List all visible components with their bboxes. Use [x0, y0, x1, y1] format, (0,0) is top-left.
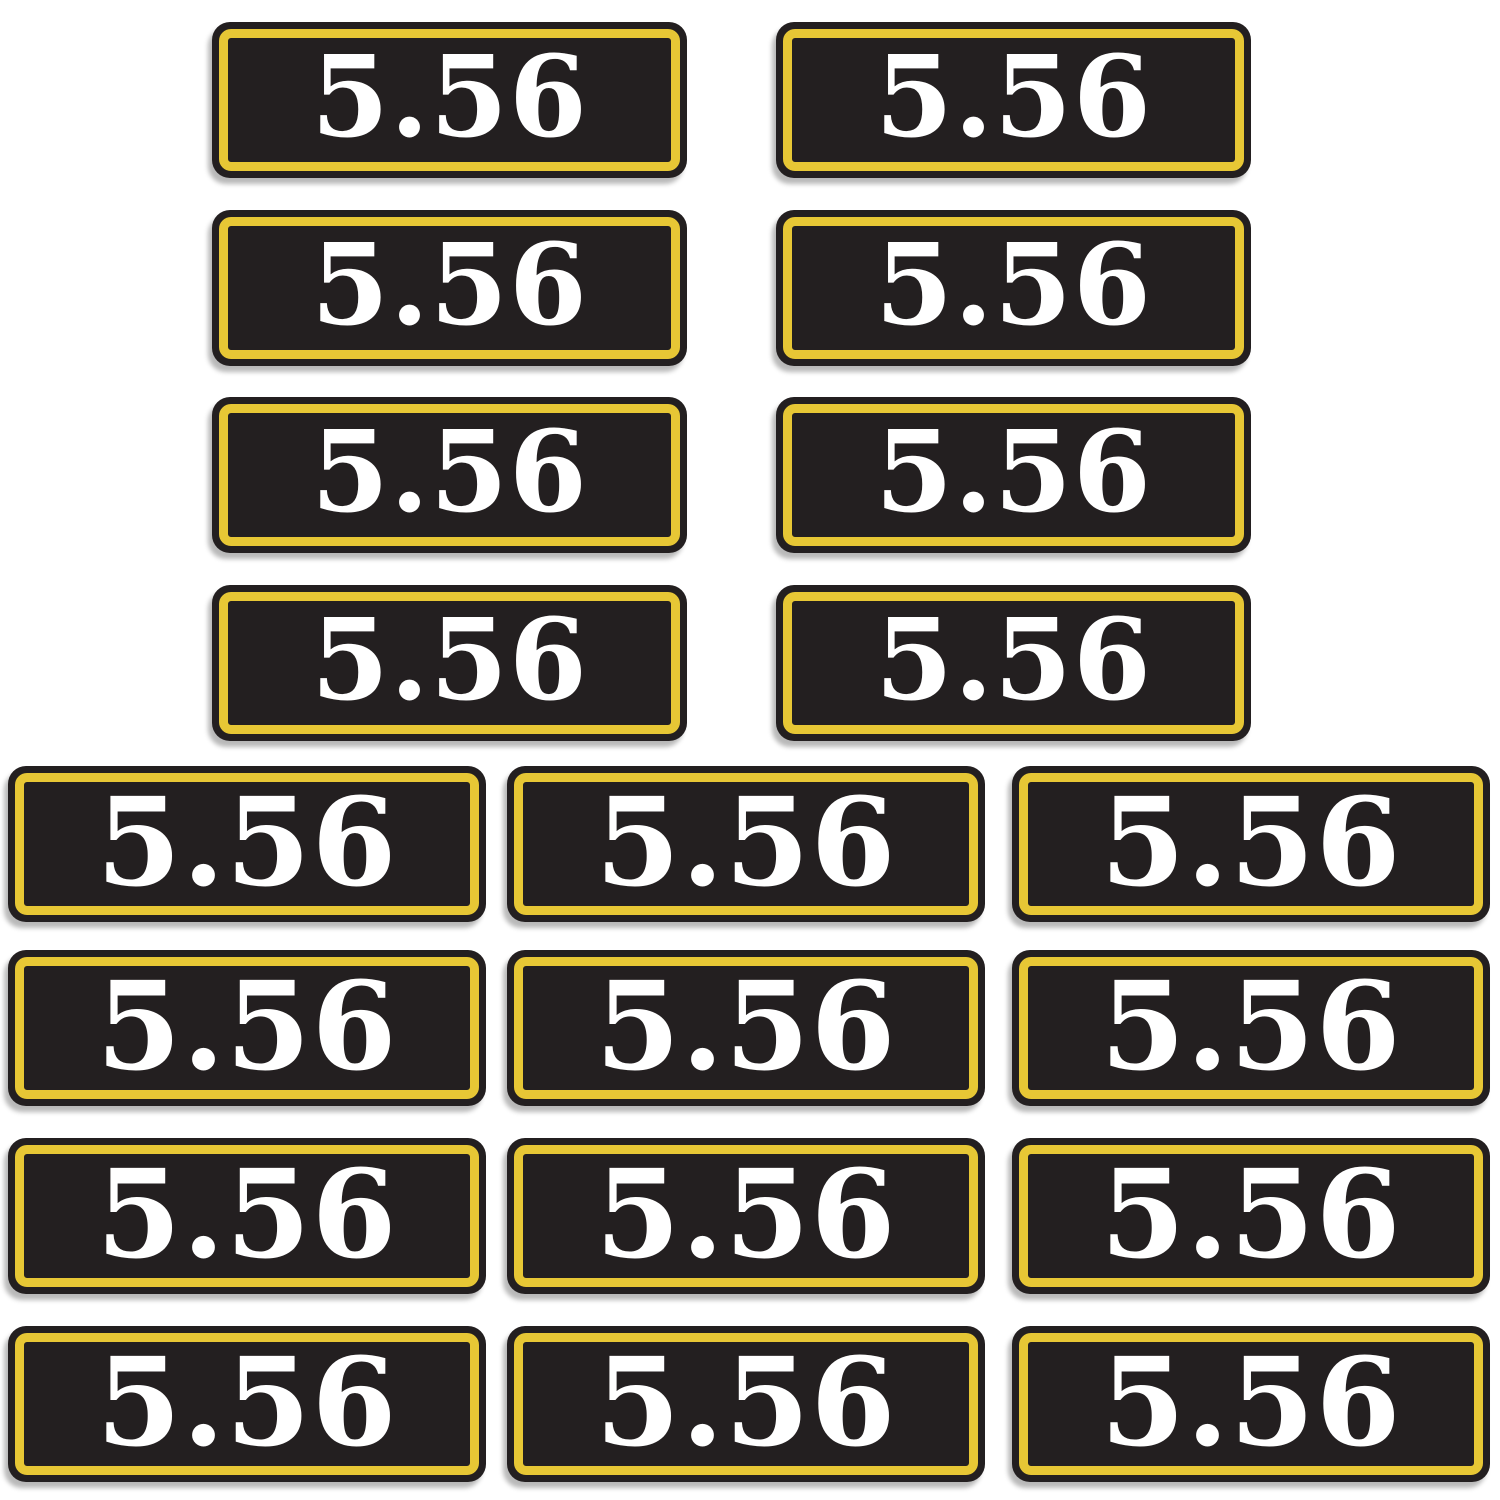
decal-label: 5.56: [311, 595, 588, 726]
decal-sticker: 5.56: [1012, 950, 1490, 1106]
decal-sticker: 5.56: [1012, 766, 1490, 922]
decal-label: 5.56: [311, 220, 588, 351]
decal-label: 5.56: [875, 407, 1152, 538]
decal-sticker: 5.56: [776, 397, 1251, 553]
decal-sticker: 5.56: [212, 22, 687, 178]
decal-label: 5.56: [311, 32, 588, 163]
decal-label: 5.56: [595, 954, 897, 1098]
decal-label: 5.56: [96, 1330, 398, 1474]
decal-label: 5.56: [311, 407, 588, 538]
decal-label: 5.56: [875, 595, 1152, 726]
decal-sticker: 5.56: [776, 585, 1251, 741]
decal-label: 5.56: [96, 770, 398, 914]
decal-label: 5.56: [595, 1142, 897, 1286]
decal-sticker: 5.56: [8, 1138, 486, 1294]
decal-label: 5.56: [595, 1330, 897, 1474]
decal-sticker: 5.56: [8, 950, 486, 1106]
decal-label: 5.56: [1100, 1330, 1402, 1474]
decal-sticker: 5.56: [507, 1138, 985, 1294]
decal-sticker: 5.56: [507, 950, 985, 1106]
decal-label: 5.56: [1100, 770, 1402, 914]
decal-label: 5.56: [875, 220, 1152, 351]
decal-label: 5.56: [1100, 954, 1402, 1098]
decal-sticker: 5.56: [8, 766, 486, 922]
decal-sticker: 5.56: [212, 210, 687, 366]
decal-label: 5.56: [595, 770, 897, 914]
decal-label: 5.56: [875, 32, 1152, 163]
decal-sticker: 5.56: [507, 1326, 985, 1482]
decal-label: 5.56: [96, 954, 398, 1098]
decal-sticker: 5.56: [776, 210, 1251, 366]
decal-sticker: 5.56: [212, 585, 687, 741]
decal-label: 5.56: [96, 1142, 398, 1286]
decal-sticker: 5.56: [212, 397, 687, 553]
decal-label: 5.56: [1100, 1142, 1402, 1286]
decal-sticker: 5.56: [776, 22, 1251, 178]
decal-sticker: 5.56: [1012, 1326, 1490, 1482]
decal-sticker: 5.56: [8, 1326, 486, 1482]
decal-sticker: 5.56: [507, 766, 985, 922]
decal-sticker: 5.56: [1012, 1138, 1490, 1294]
